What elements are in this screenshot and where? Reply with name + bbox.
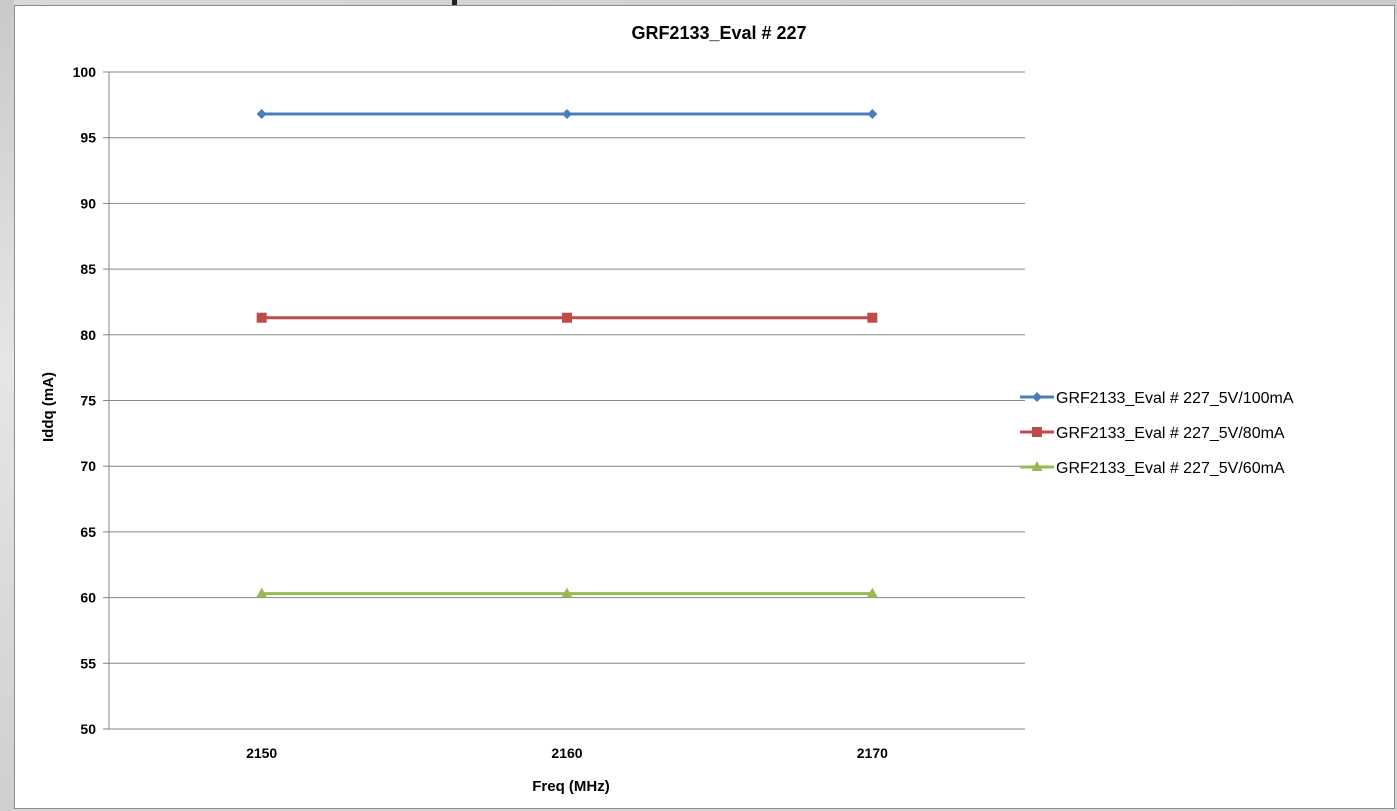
chart-title: GRF2133_Eval # 227 <box>631 23 806 43</box>
legend-label: GRF2133_Eval # 227_5V/100mA <box>1056 390 1294 407</box>
y-tick-label: 55 <box>80 655 96 671</box>
square-marker <box>256 312 267 323</box>
triangle-marker <box>866 587 878 598</box>
x-tick-label: 2170 <box>857 745 888 761</box>
y-tick-label: 50 <box>80 721 96 737</box>
y-tick-label: 100 <box>73 64 97 80</box>
legend-label: GRF2133_Eval # 227_5V/60mA <box>1056 460 1285 477</box>
triangle-marker <box>1031 461 1043 471</box>
legend-label: GRF2133_Eval # 227_5V/80mA <box>1056 425 1285 442</box>
x-axis-label: Freq (MHz) <box>532 778 610 795</box>
square-marker <box>867 312 878 323</box>
y-tick-label: 60 <box>80 590 96 606</box>
x-tick-labels: 2150 2160 2170 <box>246 745 888 761</box>
y-tick-label: 75 <box>80 393 96 409</box>
y-tick-label: 95 <box>80 130 96 146</box>
chart-area: 50 55 60 65 70 75 80 85 90 95 100 2150 2160 2170 GRF… <box>14 5 1395 809</box>
y-tick-label: 90 <box>80 195 96 211</box>
triangle-marker <box>256 587 268 598</box>
y-tick-labels: 50 55 60 65 70 75 80 85 90 95 100 <box>73 64 97 737</box>
series-group <box>256 109 878 598</box>
y-tick-label: 65 <box>80 524 96 540</box>
y-tick-label: 70 <box>80 458 96 474</box>
legend: GRF2133_Eval # 227_5V/100mA GRF2133_Eval … <box>1020 390 1294 477</box>
x-tick-label: 2160 <box>551 745 582 761</box>
diamond-marker <box>867 109 878 120</box>
diamond-marker <box>256 109 267 120</box>
square-marker <box>562 312 572 323</box>
y-tick-label: 85 <box>80 261 96 277</box>
triangle-marker <box>561 587 573 598</box>
axes <box>103 71 1025 730</box>
y-tick-label: 80 <box>80 327 96 343</box>
diamond-marker <box>1032 392 1042 402</box>
x-tick-label: 2150 <box>246 745 277 761</box>
background-left <box>0 0 14 811</box>
line-chart: 50 55 60 65 70 75 80 85 90 95 100 2150 2160 2170 GRF… <box>40 23 1294 795</box>
square-marker <box>1032 427 1042 437</box>
diamond-marker <box>562 109 572 120</box>
gridlines <box>109 71 1025 664</box>
y-axis-label: Iddq (mA) <box>40 372 57 442</box>
